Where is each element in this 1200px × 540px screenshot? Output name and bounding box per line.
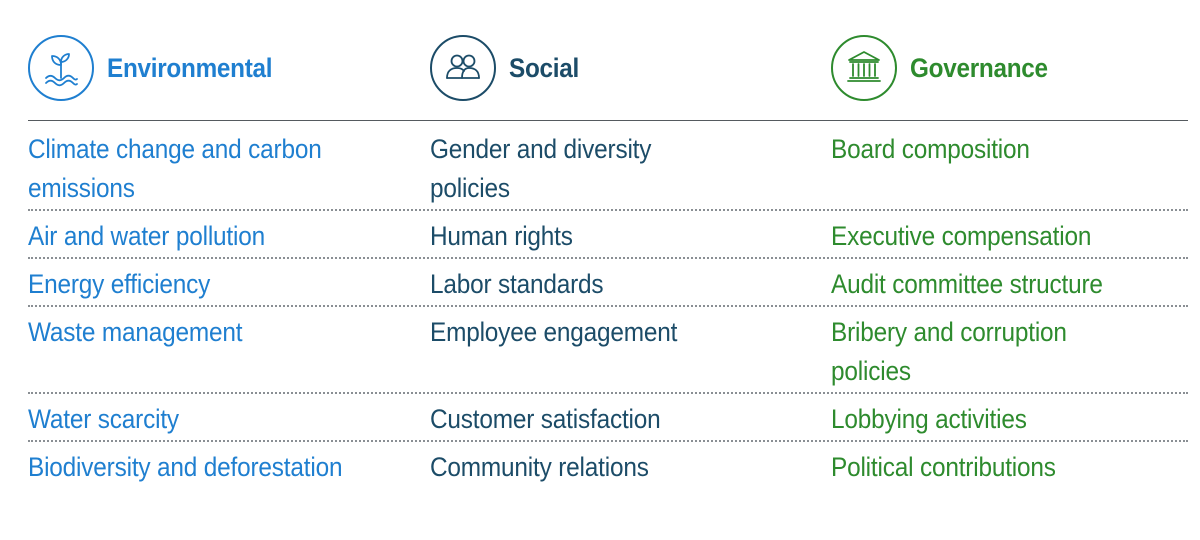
governance-cell: Board composition — [831, 130, 1030, 169]
social-header: Social — [430, 30, 587, 106]
social-cell-line: Human rights — [430, 221, 573, 251]
governance-cell-line: Bribery and corruption — [831, 317, 1067, 347]
social-cell-line: Gender and diversity — [430, 134, 652, 164]
governance-cell: Lobbying activities — [831, 400, 1027, 439]
environmental-cell-line: Water scarcity — [28, 404, 179, 434]
table-row: Energy efficiency Labor standards Audit co… — [0, 259, 1200, 307]
environmental-cell: Climate change and carbon emissions — [28, 130, 322, 208]
column-headers: Environmental Social — [0, 30, 1200, 110]
table-row: Climate change and carbon emissions Gender… — [0, 124, 1200, 211]
governance-cell-line: Lobbying activities — [831, 404, 1027, 434]
social-cell: Community relations — [430, 448, 649, 487]
social-cell-line: Employee engagement — [430, 317, 678, 347]
governance-cell-line: Board composition — [831, 134, 1030, 164]
table-row: Biodiversity and deforestation Community … — [0, 442, 1200, 490]
social-cell-line: policies — [430, 173, 510, 203]
environmental-cell-line: Air and water pollution — [28, 221, 266, 251]
governance-cell-line: Political contributions — [831, 452, 1056, 482]
environmental-cell-line: emissions — [28, 173, 135, 203]
esg-factors-table: Climate change and carbon emissions Gender… — [0, 124, 1200, 490]
plant-sprout-over-water-icon — [28, 35, 94, 101]
social-cell-line: Community relations — [430, 452, 649, 482]
governance-cell: Bribery and corruption policies — [831, 313, 1067, 391]
social-cell: Gender and diversity policies — [430, 130, 651, 208]
governance-cell: Audit committee structure — [831, 265, 1103, 304]
environmental-heading: Environmental — [107, 52, 273, 83]
environmental-cell: Air and water pollution — [28, 217, 265, 256]
environmental-cell: Biodiversity and deforestation — [28, 448, 343, 487]
social-cell-line: Labor standards — [430, 269, 604, 299]
governance-cell-line: Audit committee structure — [831, 269, 1103, 299]
governance-header: Governance — [831, 30, 1063, 106]
table-row: Water scarcity Customer satisfaction Lobby… — [0, 394, 1200, 442]
environmental-cell-line: Waste management — [28, 317, 243, 347]
social-cell: Human rights — [430, 217, 573, 256]
governance-cell: Political contributions — [831, 448, 1056, 487]
governance-cell: Executive compensation — [831, 217, 1091, 256]
environmental-header: Environmental — [28, 30, 291, 106]
environmental-cell-line: Energy efficiency — [28, 269, 211, 299]
table-row: Air and water pollution Human rights Execu… — [0, 211, 1200, 259]
social-heading: Social — [509, 52, 579, 83]
environmental-cell-line: Climate change and carbon — [28, 134, 322, 164]
social-cell: Employee engagement — [430, 313, 677, 352]
social-cell-line: Customer satisfaction — [430, 404, 661, 434]
people-group-icon — [430, 35, 496, 101]
table-row: Waste management Employee engagement Bribe… — [0, 307, 1200, 394]
governance-cell-line: policies — [831, 356, 911, 386]
social-cell: Customer satisfaction — [430, 400, 661, 439]
environmental-cell-line: Biodiversity and deforestation — [28, 452, 343, 482]
social-cell: Labor standards — [430, 265, 604, 304]
governance-cell-line: Executive compensation — [831, 221, 1092, 251]
header-divider — [28, 120, 1188, 121]
environmental-cell: Water scarcity — [28, 400, 179, 439]
environmental-cell: Energy efficiency — [28, 265, 210, 304]
environmental-cell: Waste management — [28, 313, 243, 352]
government-building-icon — [831, 35, 897, 101]
governance-heading: Governance — [910, 52, 1048, 83]
